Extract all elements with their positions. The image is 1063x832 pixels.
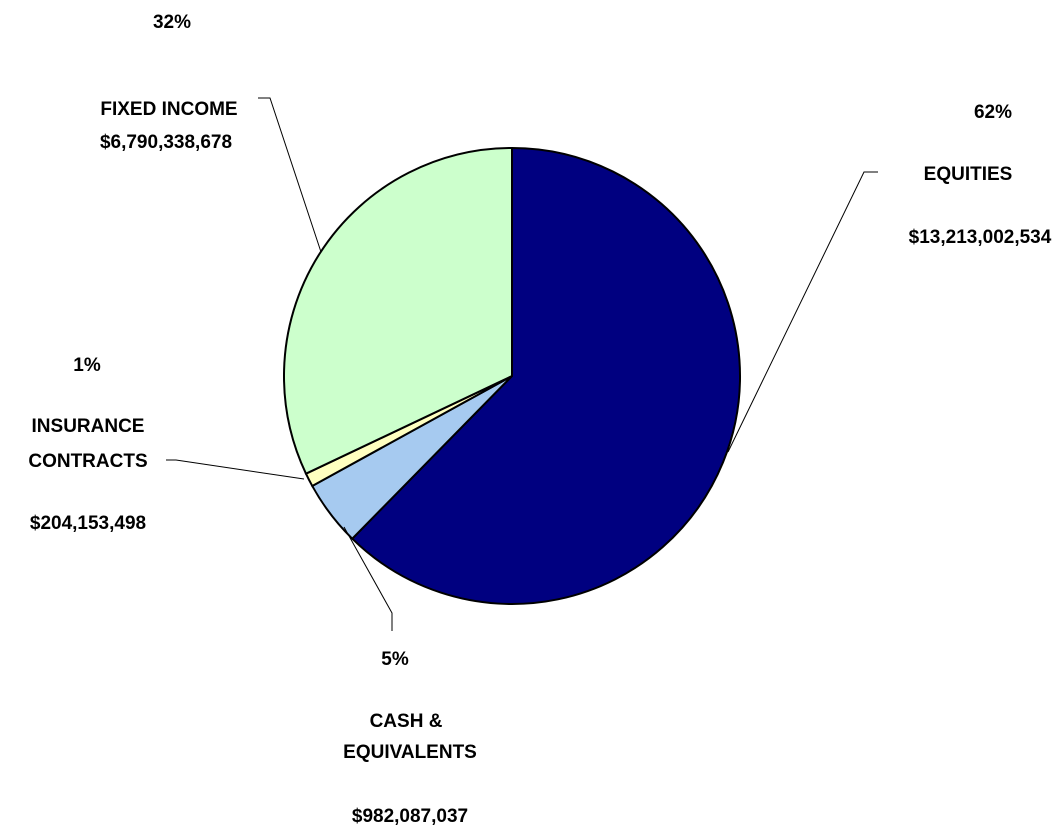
category-label-insurance-line-2: CONTRACTS [28,451,147,472]
pie-slice-equities [350,146,741,605]
leader-line-equities [727,171,878,453]
slice-labels: 62% EQUITIES $13,213,002,534 5% CASH & EQUIVA… [28,12,1051,827]
leader-line-cash [343,526,393,631]
category-label-equities: EQUITIES [924,164,1013,185]
value-label-fixed-income: $6,790,338,678 [100,132,232,153]
value-label-cash: $982,087,037 [352,806,468,827]
value-label-insurance: $204,153,498 [30,513,146,534]
leader-lines [166,97,878,631]
category-label-cash-line-2: EQUIVALENTS [343,742,477,763]
leader-line-fixed-income [258,97,322,253]
value-label-equities: $13,213,002,534 [909,227,1052,248]
percent-label-cash: 5% [381,649,409,670]
pie-slice-fixed-income [283,146,513,476]
leader-line-insurance [166,459,305,480]
percent-label-equities: 62% [974,102,1012,123]
percent-label-insurance: 1% [73,355,101,376]
category-label-insurance-line-1: INSURANCE [32,416,145,437]
category-label-cash-line-1: CASH & [370,711,443,732]
category-label-fixed-income: FIXED INCOME [100,99,237,120]
percent-label-fixed-income: 32% [153,12,191,33]
pie-slices [283,146,741,605]
